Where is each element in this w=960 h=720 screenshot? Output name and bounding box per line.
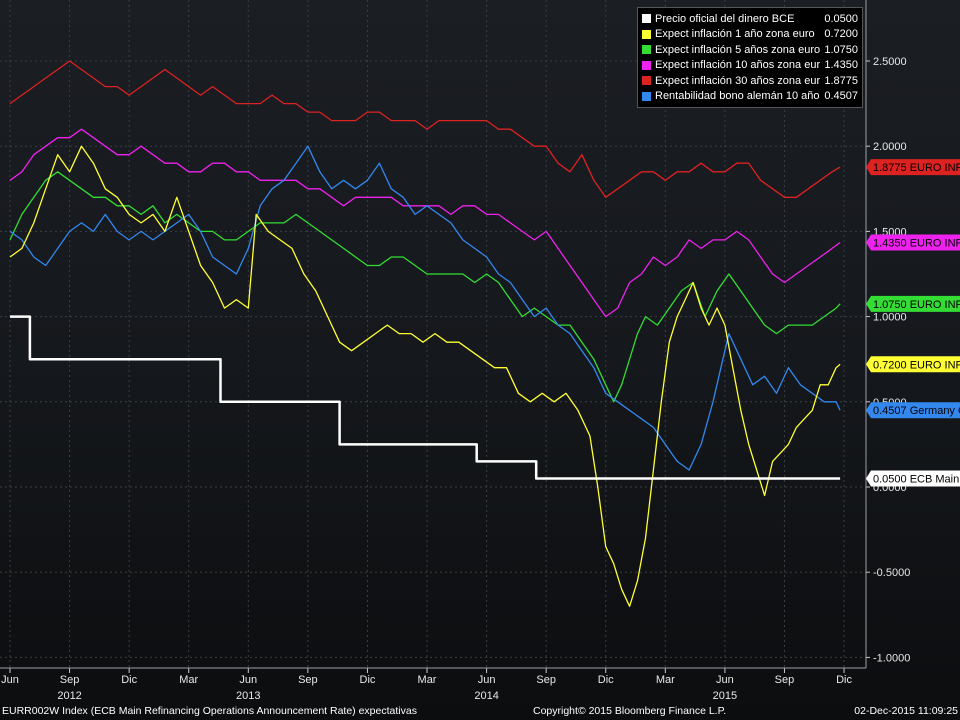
x-year-label: 2012	[57, 690, 81, 702]
legend-swatch	[642, 91, 651, 101]
legend-swatch	[642, 14, 651, 24]
series-tag: 0.7200 EURO INFL	[866, 356, 960, 373]
x-tick-label: Sep	[298, 674, 318, 686]
series-tag-label: 1.0750 EURO INFL	[873, 299, 960, 311]
footer: EURR002W Index (ECB Main Refinancing Ope…	[0, 703, 960, 720]
footer-timestamp: 02-Dec-2015 11:09:25	[854, 705, 958, 717]
x-tick-label: Dic	[121, 674, 137, 686]
legend-value: 1.8775	[824, 74, 858, 87]
legend-swatch	[642, 76, 651, 86]
series-tag: 0.4507 Germany G	[866, 402, 960, 419]
legend-name: Precio oficial del dinero BCE	[655, 12, 795, 25]
x-tick-label: Jun	[1, 674, 19, 686]
x-tick-label: Mar	[179, 674, 198, 686]
legend-row: Expect inflación 30 años zona euro 1.8775	[642, 73, 858, 89]
legend-row: Expect inflación 1 año zona euro 0.7200	[642, 27, 858, 43]
legend-swatch	[642, 60, 651, 70]
x-year-label: 2015	[713, 690, 737, 702]
x-tick-label: Jun	[478, 674, 496, 686]
series-tag-label: 0.4507 Germany G	[873, 405, 960, 417]
x-tick-label: Sep	[536, 674, 556, 686]
series-tag-label: 0.0500 ECB Main	[873, 473, 959, 485]
legend-name: Rentabilidad bono alemán 10 años.	[655, 90, 821, 103]
y-tick-label: -1.0000	[873, 652, 910, 664]
legend-name: Expect inflación 10 años zona euro	[655, 59, 821, 72]
series-tag: 0.0500 ECB Main	[866, 470, 960, 487]
legend-value: 1.0750	[824, 43, 858, 56]
series-line	[9, 128, 841, 318]
series-line	[9, 145, 841, 471]
footer-ticker: EURR002W Index (ECB Main Refinancing Ope…	[2, 705, 417, 717]
x-tick-label: Mar	[656, 674, 675, 686]
series-line	[9, 60, 841, 198]
series-tag-box	[866, 295, 960, 312]
x-tick-label: Jun	[239, 674, 257, 686]
series-tag-box	[866, 234, 960, 251]
series-tag: 1.4350 EURO INFL	[866, 234, 960, 251]
x-tick-label: Dic	[598, 674, 614, 686]
series-tag-box	[866, 159, 960, 176]
x-year-label: 2013	[236, 690, 260, 702]
series-line	[10, 315, 841, 480]
x-tick-label: Jun	[716, 674, 734, 686]
y-tick-label: 1.0000	[873, 312, 907, 324]
y-tick-label: -0.5000	[873, 567, 910, 579]
series-tag-label: 0.7200 EURO INFL	[873, 359, 960, 371]
series-tag-label: 1.8775 EURO INFL	[873, 162, 960, 174]
legend-swatch	[642, 29, 651, 39]
legend-value: 0.7200	[824, 28, 858, 41]
series-tag-label: 1.4350 EURO INFL	[873, 237, 960, 249]
legend-value: 0.4507	[824, 90, 858, 103]
legend-name: Expect inflación 5 años zona euro	[655, 43, 821, 56]
x-tick-label: Dic	[836, 674, 852, 686]
legend-value: 1.4350	[824, 59, 858, 72]
series-tag: 1.8775 EURO INFL	[866, 159, 960, 176]
x-tick-label: Sep	[60, 674, 80, 686]
legend: Precio oficial del dinero BCE 0.0500 Expe…	[637, 7, 863, 108]
legend-row: Expect inflación 5 años zona euro 1.0750	[642, 42, 858, 58]
series-tag-box	[866, 356, 960, 373]
x-tick-label: Mar	[418, 674, 437, 686]
legend-row: Precio oficial del dinero BCE 0.0500	[642, 11, 858, 27]
series-tag-box	[866, 402, 960, 419]
footer-copyright: Copyright© 2015 Bloomberg Finance L.P.	[533, 705, 727, 717]
x-year-label: 2014	[474, 690, 498, 702]
y-tick-label: 2.0000	[873, 141, 907, 153]
legend-value: 0.0500	[824, 12, 858, 25]
series-line	[9, 145, 841, 607]
legend-row: Rentabilidad bono alemán 10 años. 0.4507	[642, 89, 858, 105]
x-tick-label: Sep	[775, 674, 795, 686]
legend-name: Expect inflación 30 años zona euro	[655, 74, 821, 87]
y-tick-label: 2.5000	[873, 56, 907, 68]
legend-row: Expect inflación 10 años zona euro 1.4350	[642, 58, 858, 74]
x-tick-label: Dic	[360, 674, 376, 686]
legend-swatch	[642, 45, 651, 55]
legend-name: Expect inflación 1 año zona euro	[655, 28, 815, 41]
series-tag: 1.0750 EURO INFL	[866, 295, 960, 312]
series-tag-box	[866, 470, 960, 487]
